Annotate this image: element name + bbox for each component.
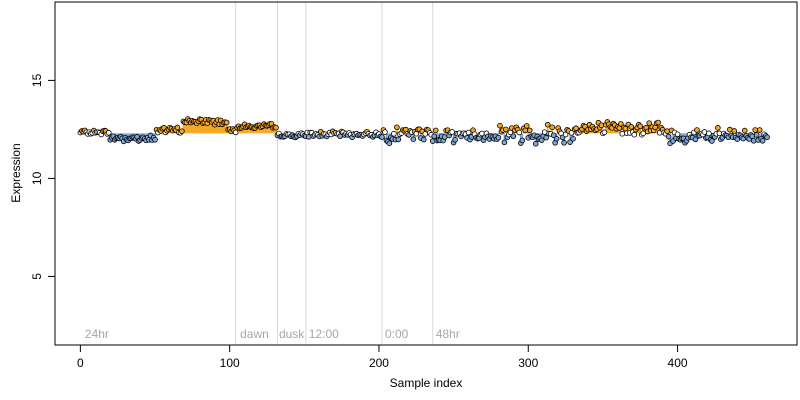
- plot-frame: [54, 1, 798, 346]
- data-point-213: [395, 136, 402, 143]
- data-point-285: [503, 126, 509, 133]
- data-point-457: [759, 137, 766, 144]
- data-point-412: [692, 136, 699, 143]
- data-point-387: [655, 119, 661, 126]
- data-point-260: [465, 129, 472, 136]
- data-point-319: [553, 136, 560, 142]
- data-point-445: [741, 127, 748, 134]
- y-tick-label-1: 10: [30, 171, 44, 185]
- x-tick-label-0: 0: [77, 356, 84, 370]
- phase-labels: 24hr dawn dusk 12:00 0:00 48hr: [85, 327, 460, 341]
- phase-label-1: dawn: [240, 327, 269, 341]
- data-point-65: [174, 124, 181, 131]
- data-point-332: [573, 125, 579, 132]
- data-point-204: [382, 129, 388, 135]
- phase-dividers: [235, 2, 434, 345]
- data-point-305: [532, 140, 539, 147]
- data-point-312: [543, 134, 549, 141]
- phase-label-5: 48hr: [436, 327, 460, 341]
- data-points: [77, 116, 770, 147]
- data-point-418: [701, 129, 708, 135]
- data-point-317: [550, 132, 557, 139]
- data-point-362: [618, 121, 624, 127]
- data-point-371: [631, 131, 638, 138]
- data-point-223: [410, 136, 417, 143]
- data-point-453: [753, 132, 760, 138]
- data-point-316: [549, 124, 555, 131]
- data-point-280: [495, 134, 502, 141]
- data-point-375: [637, 123, 644, 130]
- y-axis-label: Expression: [9, 143, 23, 202]
- x-tick-label-4: 400: [668, 356, 688, 370]
- data-point-311: [541, 129, 548, 135]
- x-tick-label-3: 300: [518, 356, 538, 370]
- data-point-131: [273, 124, 279, 131]
- data-point-351: [601, 129, 608, 136]
- data-point-290: [510, 133, 517, 140]
- data-point-202: [379, 134, 385, 140]
- data-point-294: [516, 129, 523, 136]
- data-point-381: [646, 120, 652, 126]
- data-point-251: [452, 136, 458, 143]
- phase-label-3: 12:00: [309, 327, 339, 341]
- data-point-249: [449, 129, 455, 135]
- data-point-50: [152, 136, 158, 143]
- data-point-394: [665, 133, 672, 140]
- data-point-238: [432, 127, 439, 134]
- data-point-438: [731, 128, 738, 134]
- data-point-450: [749, 133, 756, 140]
- data-point-210: [391, 130, 397, 137]
- data-point-330: [570, 136, 576, 142]
- data-point-393: [664, 128, 670, 134]
- data-point-413: [694, 127, 700, 133]
- data-point-98: [223, 119, 230, 126]
- y-axis: 5 10 15: [30, 73, 56, 280]
- data-point-313: [544, 121, 551, 128]
- data-point-236: [429, 138, 436, 144]
- data-point-369: [628, 124, 635, 130]
- data-point-230: [420, 136, 427, 143]
- data-point-212: [394, 124, 400, 131]
- data-point-435: [727, 126, 733, 133]
- data-point-284: [501, 139, 508, 146]
- data-point-423: [709, 138, 715, 144]
- data-point-460: [764, 134, 770, 141]
- data-point-299: [523, 123, 530, 129]
- data-point-296: [519, 137, 526, 144]
- data-point-428: [716, 130, 723, 137]
- data-point-244: [441, 134, 448, 140]
- y-tick-label-0: 5: [30, 273, 44, 280]
- phase-label-2: dusk: [279, 327, 305, 341]
- data-point-301: [526, 127, 533, 134]
- data-point-363: [619, 130, 626, 137]
- data-point-281: [497, 122, 503, 129]
- data-point-349: [598, 122, 605, 129]
- phase-label-4: 0:00: [385, 327, 409, 341]
- x-axis-label: Sample index: [390, 376, 463, 390]
- x-tick-label-1: 100: [220, 356, 240, 370]
- x-tick-label-2: 200: [369, 356, 389, 370]
- data-point-455: [756, 127, 763, 133]
- phase-label-0: 24hr: [85, 327, 109, 341]
- data-point-451: [750, 137, 757, 144]
- data-point-400: [674, 131, 681, 138]
- data-point-329: [568, 130, 575, 136]
- data-point-237: [431, 133, 438, 140]
- data-point-377: [640, 130, 647, 137]
- x-axis: 0 100 200 300 400: [77, 344, 688, 370]
- data-point-104: [232, 129, 239, 136]
- data-point-427: [715, 125, 721, 131]
- y-tick-label-2: 15: [30, 73, 44, 87]
- data-point-207: [386, 140, 393, 147]
- data-point-324: [561, 139, 567, 146]
- data-point-421: [706, 130, 712, 137]
- data-point-19: [105, 129, 112, 136]
- data-point-68: [179, 128, 185, 134]
